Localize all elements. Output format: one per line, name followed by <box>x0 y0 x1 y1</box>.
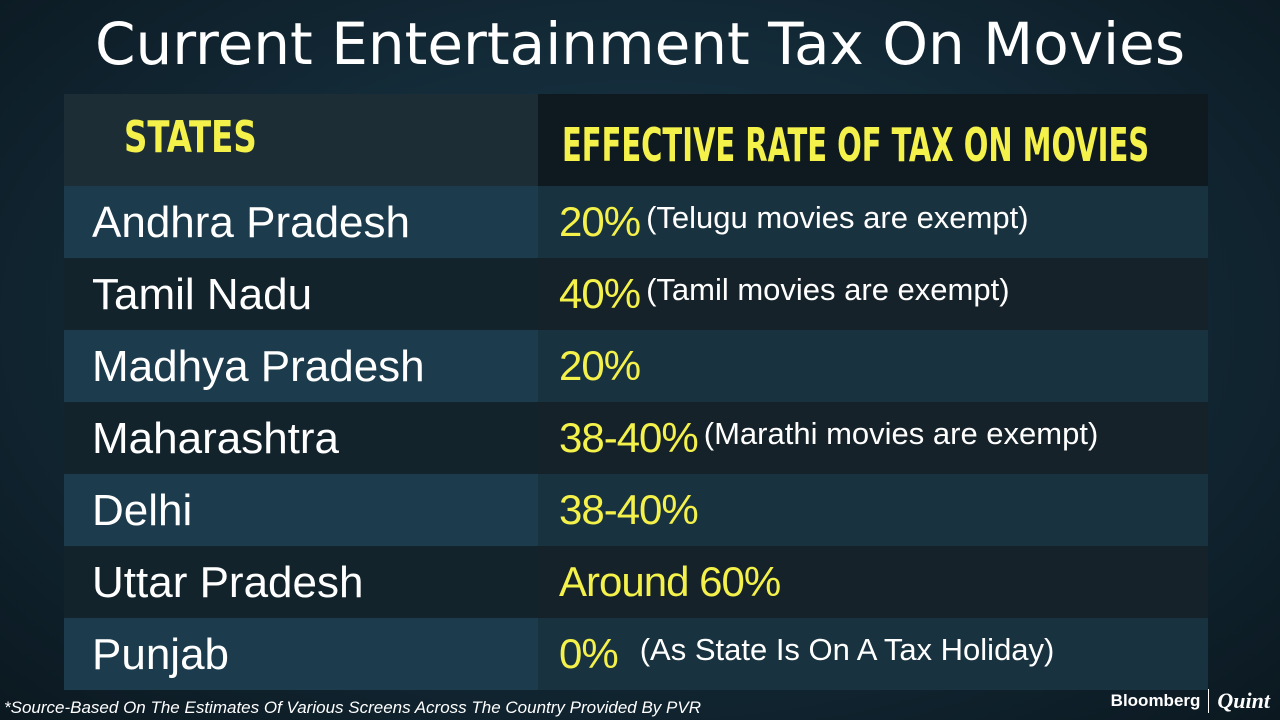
state-name: Punjab <box>92 630 230 679</box>
tax-note: (As State Is On A Tax Holiday) <box>639 632 1055 667</box>
table-row: Andhra Pradesh 20% (Telugu movies are ex… <box>64 186 1208 258</box>
state-cell: Madhya Pradesh <box>64 330 538 402</box>
rate-cell: 38-40% (Marathi movies are exempt) <box>538 402 1208 474</box>
state-name: Tamil Nadu <box>92 270 313 319</box>
header-cell-states: STATES <box>64 94 538 186</box>
tax-rate: 0% <box>559 630 619 677</box>
tax-rate: 40% <box>559 270 641 317</box>
tax-table: STATES EFFECTIVE RATE OF TAX ON MOVIES A… <box>64 94 1208 690</box>
brand-quint-wordmark: Quint <box>1217 688 1270 713</box>
rate-cell: 40% (Tamil movies are exempt) <box>538 258 1208 330</box>
state-name: Delhi <box>92 486 193 535</box>
tax-rate: 20% <box>559 198 641 245</box>
state-cell: Uttar Pradesh <box>64 546 538 618</box>
tax-rate: Around 60% <box>559 558 781 605</box>
header-states-label: STATES <box>124 112 257 163</box>
table-row: Tamil Nadu 40% (Tamil movies are exempt) <box>64 258 1208 330</box>
tax-rate: 38-40% <box>559 486 699 533</box>
state-cell: Tamil Nadu <box>64 258 538 330</box>
state-name: Uttar Pradesh <box>92 558 364 607</box>
state-cell: Punjab <box>64 618 538 690</box>
brand-logo: Bloomberg Quint <box>1111 688 1270 714</box>
page-title: Current Entertainment Tax On Movies <box>94 10 1186 78</box>
state-cell: Maharashtra <box>64 402 538 474</box>
table-row: Maharashtra 38-40% (Marathi movies are e… <box>64 402 1208 474</box>
rate-cell: 0% (As State Is On A Tax Holiday) <box>538 618 1208 690</box>
brand-divider <box>1208 689 1210 713</box>
state-cell: Andhra Pradesh <box>64 186 538 258</box>
rate-cell: 20% <box>538 330 1208 402</box>
table-row: Punjab 0% (As State Is On A Tax Holiday) <box>64 618 1208 690</box>
table-row: Uttar Pradesh Around 60% <box>64 546 1208 618</box>
header-cell-rate: EFFECTIVE RATE OF TAX ON MOVIES <box>538 94 1208 186</box>
table-row: Madhya Pradesh 20% <box>64 330 1208 402</box>
table-header-row: STATES EFFECTIVE RATE OF TAX ON MOVIES <box>64 94 1208 186</box>
brand-bloomberg-wordmark: Bloomberg <box>1110 691 1201 710</box>
tax-note: (Telugu movies are exempt) <box>646 200 1029 235</box>
state-name: Maharashtra <box>92 414 340 463</box>
header-rate-label: EFFECTIVE RATE OF TAX ON MOVIES <box>562 118 1150 172</box>
tax-rate: 38-40% <box>559 414 699 461</box>
rate-cell: 38-40% <box>538 474 1208 546</box>
table-row: Delhi 38-40% <box>64 474 1208 546</box>
tax-note: (Tamil movies are exempt) <box>646 272 1010 307</box>
rate-cell: Around 60% <box>538 546 1208 618</box>
tax-rate: 20% <box>559 342 641 389</box>
tax-note: (Marathi movies are exempt) <box>703 416 1099 451</box>
source-footnote: *Source-Based On The Estimates Of Variou… <box>4 698 701 717</box>
state-name: Andhra Pradesh <box>92 198 410 247</box>
state-cell: Delhi <box>64 474 538 546</box>
state-name: Madhya Pradesh <box>92 342 425 391</box>
rate-cell: 20% (Telugu movies are exempt) <box>538 186 1208 258</box>
